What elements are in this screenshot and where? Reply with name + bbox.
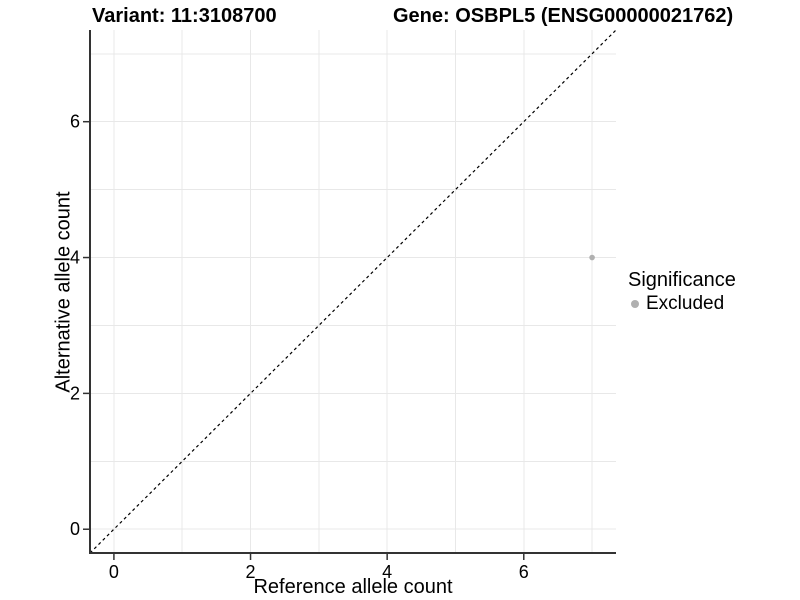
identity-reference-line — [89, 29, 617, 554]
y-axis-title: Alternative allele count — [52, 191, 75, 393]
legend-key-dot — [631, 300, 639, 308]
y-tick-label: 2 — [70, 383, 80, 403]
legend-items: Excluded — [628, 293, 736, 315]
legend-item: Excluded — [628, 293, 736, 315]
x-tick-label: 2 — [246, 562, 256, 582]
y-tick-label: 4 — [70, 248, 80, 268]
legend-title: Significance — [628, 269, 736, 291]
legend: Significance Excluded — [628, 268, 736, 315]
plot-panel-svg: 0 2 4 6 0 2 4 6 — [70, 29, 617, 582]
plot-title-gene: Gene: OSBPL5 (ENSG00000021762) — [393, 5, 734, 27]
y-tick-label: 6 — [70, 112, 80, 132]
plot-title-variant: Variant: 11:3108700 — [92, 5, 277, 27]
x-tick-label: 4 — [382, 562, 392, 582]
plot-panel: 0 2 4 6 0 2 4 6 — [70, 29, 617, 582]
x-tick-label: 6 — [519, 562, 529, 582]
legend-item-label: Excluded — [646, 293, 725, 314]
y-tick-label: 0 — [70, 519, 80, 539]
x-tick-label: 0 — [109, 562, 119, 582]
x-axis-title: Reference allele count — [253, 576, 453, 598]
data-point — [589, 254, 595, 261]
